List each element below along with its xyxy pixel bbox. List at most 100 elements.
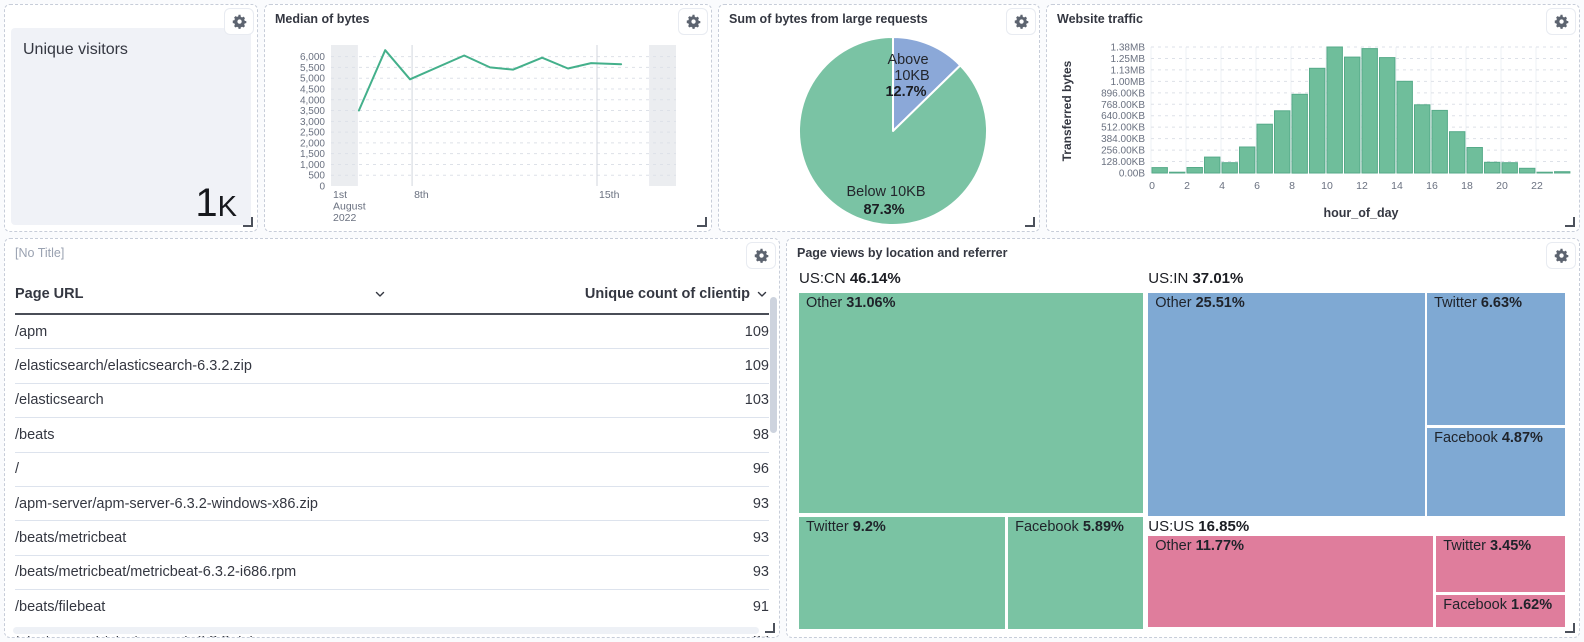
metric-title: Unique visitors (23, 41, 128, 58)
treemap-tile-us-cn-twitter[interactable]: Twitter 9.2% (799, 516, 1006, 629)
svg-text:87.3%: 87.3% (863, 202, 904, 218)
bar-hour-10[interactable] (1326, 46, 1343, 174)
bar-hour-16[interactable] (1431, 109, 1448, 174)
bar-hour-3[interactable] (1204, 156, 1221, 174)
bar-hour-19[interactable] (1484, 161, 1501, 174)
svg-text:128.00KB: 128.00KB (1101, 157, 1145, 168)
panel-settings-button[interactable] (746, 242, 776, 269)
resize-handle-icon[interactable] (1565, 217, 1575, 227)
cell-unique-count: 103 (744, 392, 769, 409)
bar-hour-2[interactable] (1186, 167, 1203, 174)
resize-handle-icon[interactable] (1025, 217, 1035, 227)
treemap-tile-us-us-twitter[interactable]: Twitter 3.45% (1436, 536, 1565, 593)
bar-hour-13[interactable] (1379, 57, 1396, 174)
treemap-tile-us-us-other[interactable]: Other 11.77% (1148, 536, 1434, 627)
resize-handle-icon[interactable] (765, 623, 775, 633)
svg-text:4,000: 4,000 (300, 95, 325, 106)
treemap-tile-us-cn-facebook[interactable]: Facebook 5.89% (1008, 516, 1143, 629)
svg-text:hour_of_day: hour_of_day (1323, 206, 1398, 220)
bar-hour-17[interactable] (1449, 131, 1466, 174)
panel-settings-button[interactable] (1546, 8, 1576, 35)
column-header-unique-count[interactable]: Unique count of clientip (585, 286, 769, 302)
line-chart[interactable]: 05001,0001,5002,0002,5003,0003,5004,0004… (271, 33, 707, 229)
treemap-tile-us-cn-other[interactable]: Other 31.06% (799, 292, 1143, 514)
treemap-group-header-us-us: US:US 16.85% (1148, 518, 1250, 536)
svg-text:8: 8 (1289, 180, 1295, 192)
svg-text:6,000: 6,000 (300, 52, 325, 63)
resize-handle-icon[interactable] (243, 217, 253, 227)
table-header-row: Page URL Unique count of clientip (15, 275, 769, 315)
treemap-tile-us-in-twitter[interactable]: Twitter 6.63% (1427, 292, 1565, 425)
svg-text:256.00KB: 256.00KB (1101, 146, 1145, 157)
column-header-page-url[interactable]: Page URL (15, 286, 585, 302)
bar-hour-1[interactable] (1169, 171, 1186, 174)
bar-hour-14[interactable] (1396, 80, 1413, 174)
panel-title: Median of bytes (275, 12, 370, 26)
resize-handle-icon[interactable] (1565, 623, 1575, 633)
horizontal-scrollbar[interactable] (13, 627, 759, 634)
cell-unique-count: 96 (752, 461, 769, 478)
bar-hour-6[interactable] (1256, 123, 1273, 174)
treemap-group-header-us-in: US:IN 37.01% (1148, 270, 1244, 287)
table-row: /elasticsearch 103 (15, 384, 769, 419)
bar-hour-22[interactable] (1536, 171, 1553, 174)
bar-chart[interactable]: 0.00B128.00KB256.00KB384.00KB512.00KB640… (1055, 31, 1573, 229)
svg-text:0.00B: 0.00B (1119, 169, 1145, 180)
table-row: /elasticsearch/elasticsearch-6.3.2.zip 10… (15, 349, 769, 384)
panel-settings-button[interactable] (224, 8, 254, 35)
treemap-tile-us-in-other[interactable]: Other 25.51% (1148, 292, 1425, 516)
treemap-group-header-us-cn: US:CN 46.14% (799, 270, 901, 287)
metric-value-suffix: K (217, 191, 237, 223)
chevron-down-icon (757, 291, 767, 297)
panel-title: Sum of bytes from large requests (729, 12, 928, 26)
gear-icon (1554, 248, 1568, 263)
svg-text:1,500: 1,500 (300, 149, 325, 160)
bar-hour-8[interactable] (1291, 93, 1308, 174)
bar-hour-20[interactable] (1501, 162, 1518, 174)
svg-text:8th: 8th (414, 189, 429, 201)
treemap-tile-us-in-facebook[interactable]: Facebook 4.87% (1427, 428, 1565, 516)
svg-text:12: 12 (1356, 180, 1368, 192)
cell-page-url: /beats/metricbeat/metricbeat-6.3.2-i686.… (15, 564, 297, 581)
panel-settings-button[interactable] (1546, 242, 1576, 269)
bar-hour-5[interactable] (1239, 146, 1256, 174)
table-row: /apm-server/apm-server-6.3.2-windows-x86… (15, 487, 769, 522)
panel-settings-button[interactable] (1006, 8, 1036, 35)
bar-hour-7[interactable] (1274, 110, 1291, 174)
bar-hour-4[interactable] (1221, 162, 1238, 174)
gear-icon (232, 14, 246, 29)
bar-hour-0[interactable] (1151, 167, 1168, 174)
cell-page-url: /beats/filebeat (15, 598, 106, 615)
svg-text:1,000: 1,000 (300, 160, 325, 171)
vertical-scrollbar[interactable] (770, 297, 777, 433)
table-row: /beats/filebeat 91 (15, 590, 769, 625)
svg-text:2: 2 (1184, 180, 1190, 192)
svg-text:1.38MB: 1.38MB (1111, 43, 1146, 54)
cell-page-url: /apm-server/apm-server-6.3.2-windows-x86… (15, 495, 318, 512)
bar-hour-9[interactable] (1309, 67, 1326, 174)
pie-slice-above-10kb[interactable] (892, 36, 962, 132)
table-row: /beats/metricbeat 93 (15, 521, 769, 556)
bar-hour-12[interactable] (1361, 48, 1378, 174)
bar-hour-11[interactable] (1344, 56, 1361, 174)
cell-page-url: /elasticsearch/elasticsearch-6.3.2.zip (15, 358, 252, 375)
svg-text:1.13MB: 1.13MB (1111, 65, 1146, 76)
bar-hour-15[interactable] (1414, 104, 1431, 174)
panel-title: [No Title] (15, 246, 65, 260)
treemap-tile-us-us-facebook[interactable]: Facebook 1.62% (1436, 595, 1565, 627)
cell-unique-count: 109 (744, 358, 769, 375)
panel-settings-button[interactable] (678, 8, 708, 35)
resize-handle-icon[interactable] (697, 217, 707, 227)
chevron-down-icon[interactable] (373, 287, 387, 305)
bar-hour-23[interactable] (1554, 171, 1571, 174)
cell-page-url: /beats (15, 426, 55, 443)
pie-slice-below-10kb[interactable] (798, 36, 989, 226)
median-line-series[interactable] (357, 49, 623, 112)
bar-hour-21[interactable] (1519, 167, 1536, 174)
cell-unique-count: 93 (752, 530, 769, 547)
bar-hour-18[interactable] (1466, 147, 1483, 174)
